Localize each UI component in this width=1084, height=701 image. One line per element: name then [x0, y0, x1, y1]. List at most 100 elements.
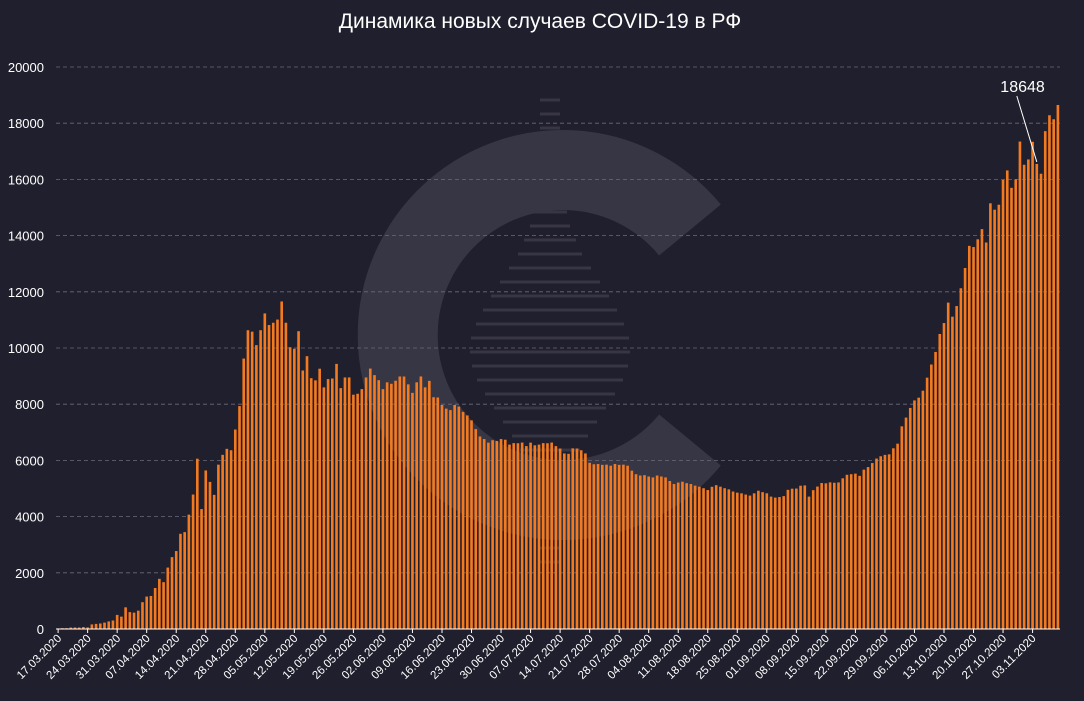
bar	[900, 426, 904, 629]
peak-annotation: 18648	[1000, 79, 1045, 163]
bar	[465, 415, 469, 629]
bar	[267, 325, 271, 629]
bar	[516, 443, 520, 629]
bar	[740, 493, 743, 629]
bar	[98, 623, 102, 629]
bar	[647, 476, 651, 629]
bar	[837, 482, 840, 629]
bar	[727, 489, 731, 629]
bar	[259, 330, 262, 629]
bar	[761, 492, 764, 629]
bar	[1056, 104, 1060, 630]
bar	[820, 483, 823, 629]
bar	[955, 306, 958, 629]
bar	[457, 406, 461, 629]
bar	[925, 377, 929, 629]
bar	[672, 484, 676, 629]
y-tick-label: 8000	[15, 397, 44, 412]
bar	[77, 627, 81, 629]
bar	[558, 448, 562, 629]
bar	[702, 488, 705, 629]
bar	[845, 474, 849, 629]
bar	[1027, 159, 1030, 629]
bar	[908, 407, 912, 629]
bar	[90, 624, 94, 629]
bar	[795, 488, 798, 629]
bar	[136, 610, 140, 629]
bar	[681, 481, 684, 629]
bar	[546, 443, 549, 629]
bar	[1001, 179, 1005, 629]
bar	[799, 485, 802, 629]
bar	[347, 377, 351, 629]
bar	[411, 392, 414, 629]
y-tick-label: 2000	[15, 566, 44, 581]
bar	[575, 448, 579, 629]
bar	[158, 578, 161, 629]
bar	[883, 454, 887, 629]
bar	[693, 485, 697, 629]
bar	[816, 486, 819, 629]
bar	[811, 490, 815, 629]
bar	[525, 446, 528, 629]
bar	[541, 443, 545, 629]
bar	[605, 464, 608, 629]
bar	[394, 380, 397, 629]
bar	[976, 239, 980, 629]
bar	[217, 464, 220, 629]
bar	[807, 496, 811, 629]
bar	[951, 316, 954, 629]
y-tick-label: 4000	[15, 510, 44, 525]
bar	[419, 376, 423, 629]
bar	[373, 375, 376, 629]
bar	[322, 387, 326, 629]
bar	[698, 486, 701, 629]
bar	[255, 345, 258, 629]
bar	[1039, 173, 1043, 629]
bar	[225, 448, 229, 629]
bar	[453, 404, 456, 629]
bar	[706, 490, 710, 629]
bar	[596, 464, 600, 629]
bar	[141, 602, 144, 629]
bar	[748, 495, 752, 629]
bar	[735, 492, 739, 629]
bar	[478, 436, 482, 629]
bar	[773, 497, 777, 629]
bar	[643, 475, 646, 629]
y-tick-label: 20000	[8, 60, 44, 75]
annotation-pointer	[1016, 95, 1038, 163]
bar	[377, 380, 381, 629]
bar	[170, 557, 174, 629]
bar	[284, 322, 288, 629]
bar	[963, 268, 967, 629]
bar	[984, 242, 988, 629]
bar	[107, 621, 111, 629]
bar	[600, 464, 604, 629]
bar	[529, 442, 532, 629]
bar	[786, 489, 790, 629]
bar	[331, 378, 334, 629]
bar	[537, 444, 541, 629]
bar	[622, 464, 625, 629]
bar	[862, 469, 866, 629]
bar	[685, 483, 688, 629]
bar	[634, 474, 638, 629]
bar	[892, 448, 895, 629]
bar	[318, 368, 321, 629]
bar	[588, 462, 591, 629]
bar	[187, 514, 191, 629]
bar	[917, 397, 920, 629]
bar	[326, 379, 330, 629]
bar	[111, 620, 115, 629]
y-tick-label: 0	[37, 622, 44, 637]
bar	[301, 370, 305, 629]
bar	[398, 376, 402, 629]
bar	[1018, 141, 1022, 630]
bar	[849, 474, 853, 629]
bar-series	[56, 104, 1060, 630]
bar	[676, 482, 680, 629]
bar	[444, 408, 448, 629]
bar	[449, 410, 452, 629]
bar	[714, 485, 718, 629]
